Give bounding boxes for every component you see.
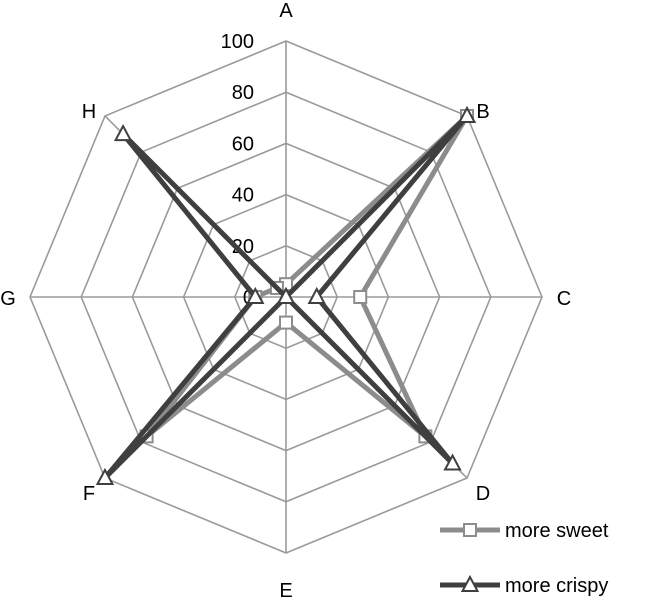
tick-label: 100 <box>221 31 254 53</box>
radial-tick-labels: 020406080100 <box>221 31 254 309</box>
series-layer <box>95 105 477 486</box>
category-label-D: D <box>476 483 490 505</box>
data-point-C <box>307 286 326 304</box>
data-point-D <box>443 453 462 471</box>
data-point-F <box>95 467 115 486</box>
category-label-H: H <box>82 101 96 123</box>
data-point-C <box>353 290 368 304</box>
category-label-G: G <box>0 288 16 310</box>
category-label-F: F <box>83 483 95 505</box>
data-point-B <box>457 105 477 123</box>
category-label-A: A <box>279 0 293 22</box>
legend-item: more crispy <box>440 574 608 597</box>
data-point-E <box>279 315 293 330</box>
legend: more sweet more crispy <box>440 520 609 597</box>
category-label-B: B <box>476 101 489 123</box>
data-point-H <box>113 123 133 142</box>
category-label-E: E <box>279 580 292 600</box>
data-point-E <box>276 286 296 304</box>
data-point-G <box>246 286 265 304</box>
tick-label: 60 <box>232 133 254 155</box>
legend-label: more crispy <box>505 575 608 597</box>
legend-marker <box>460 574 480 592</box>
category-labels: A B C D E F G H <box>0 0 571 600</box>
tick-label: 20 <box>232 236 254 258</box>
tick-label: 80 <box>232 82 254 104</box>
legend-label: more sweet <box>505 520 609 542</box>
tick-label: 40 <box>232 185 254 207</box>
category-label-C: C <box>557 288 571 310</box>
legend-item: more sweet <box>440 520 609 542</box>
legend-marker <box>463 523 477 537</box>
series-more-crispy <box>95 105 477 486</box>
